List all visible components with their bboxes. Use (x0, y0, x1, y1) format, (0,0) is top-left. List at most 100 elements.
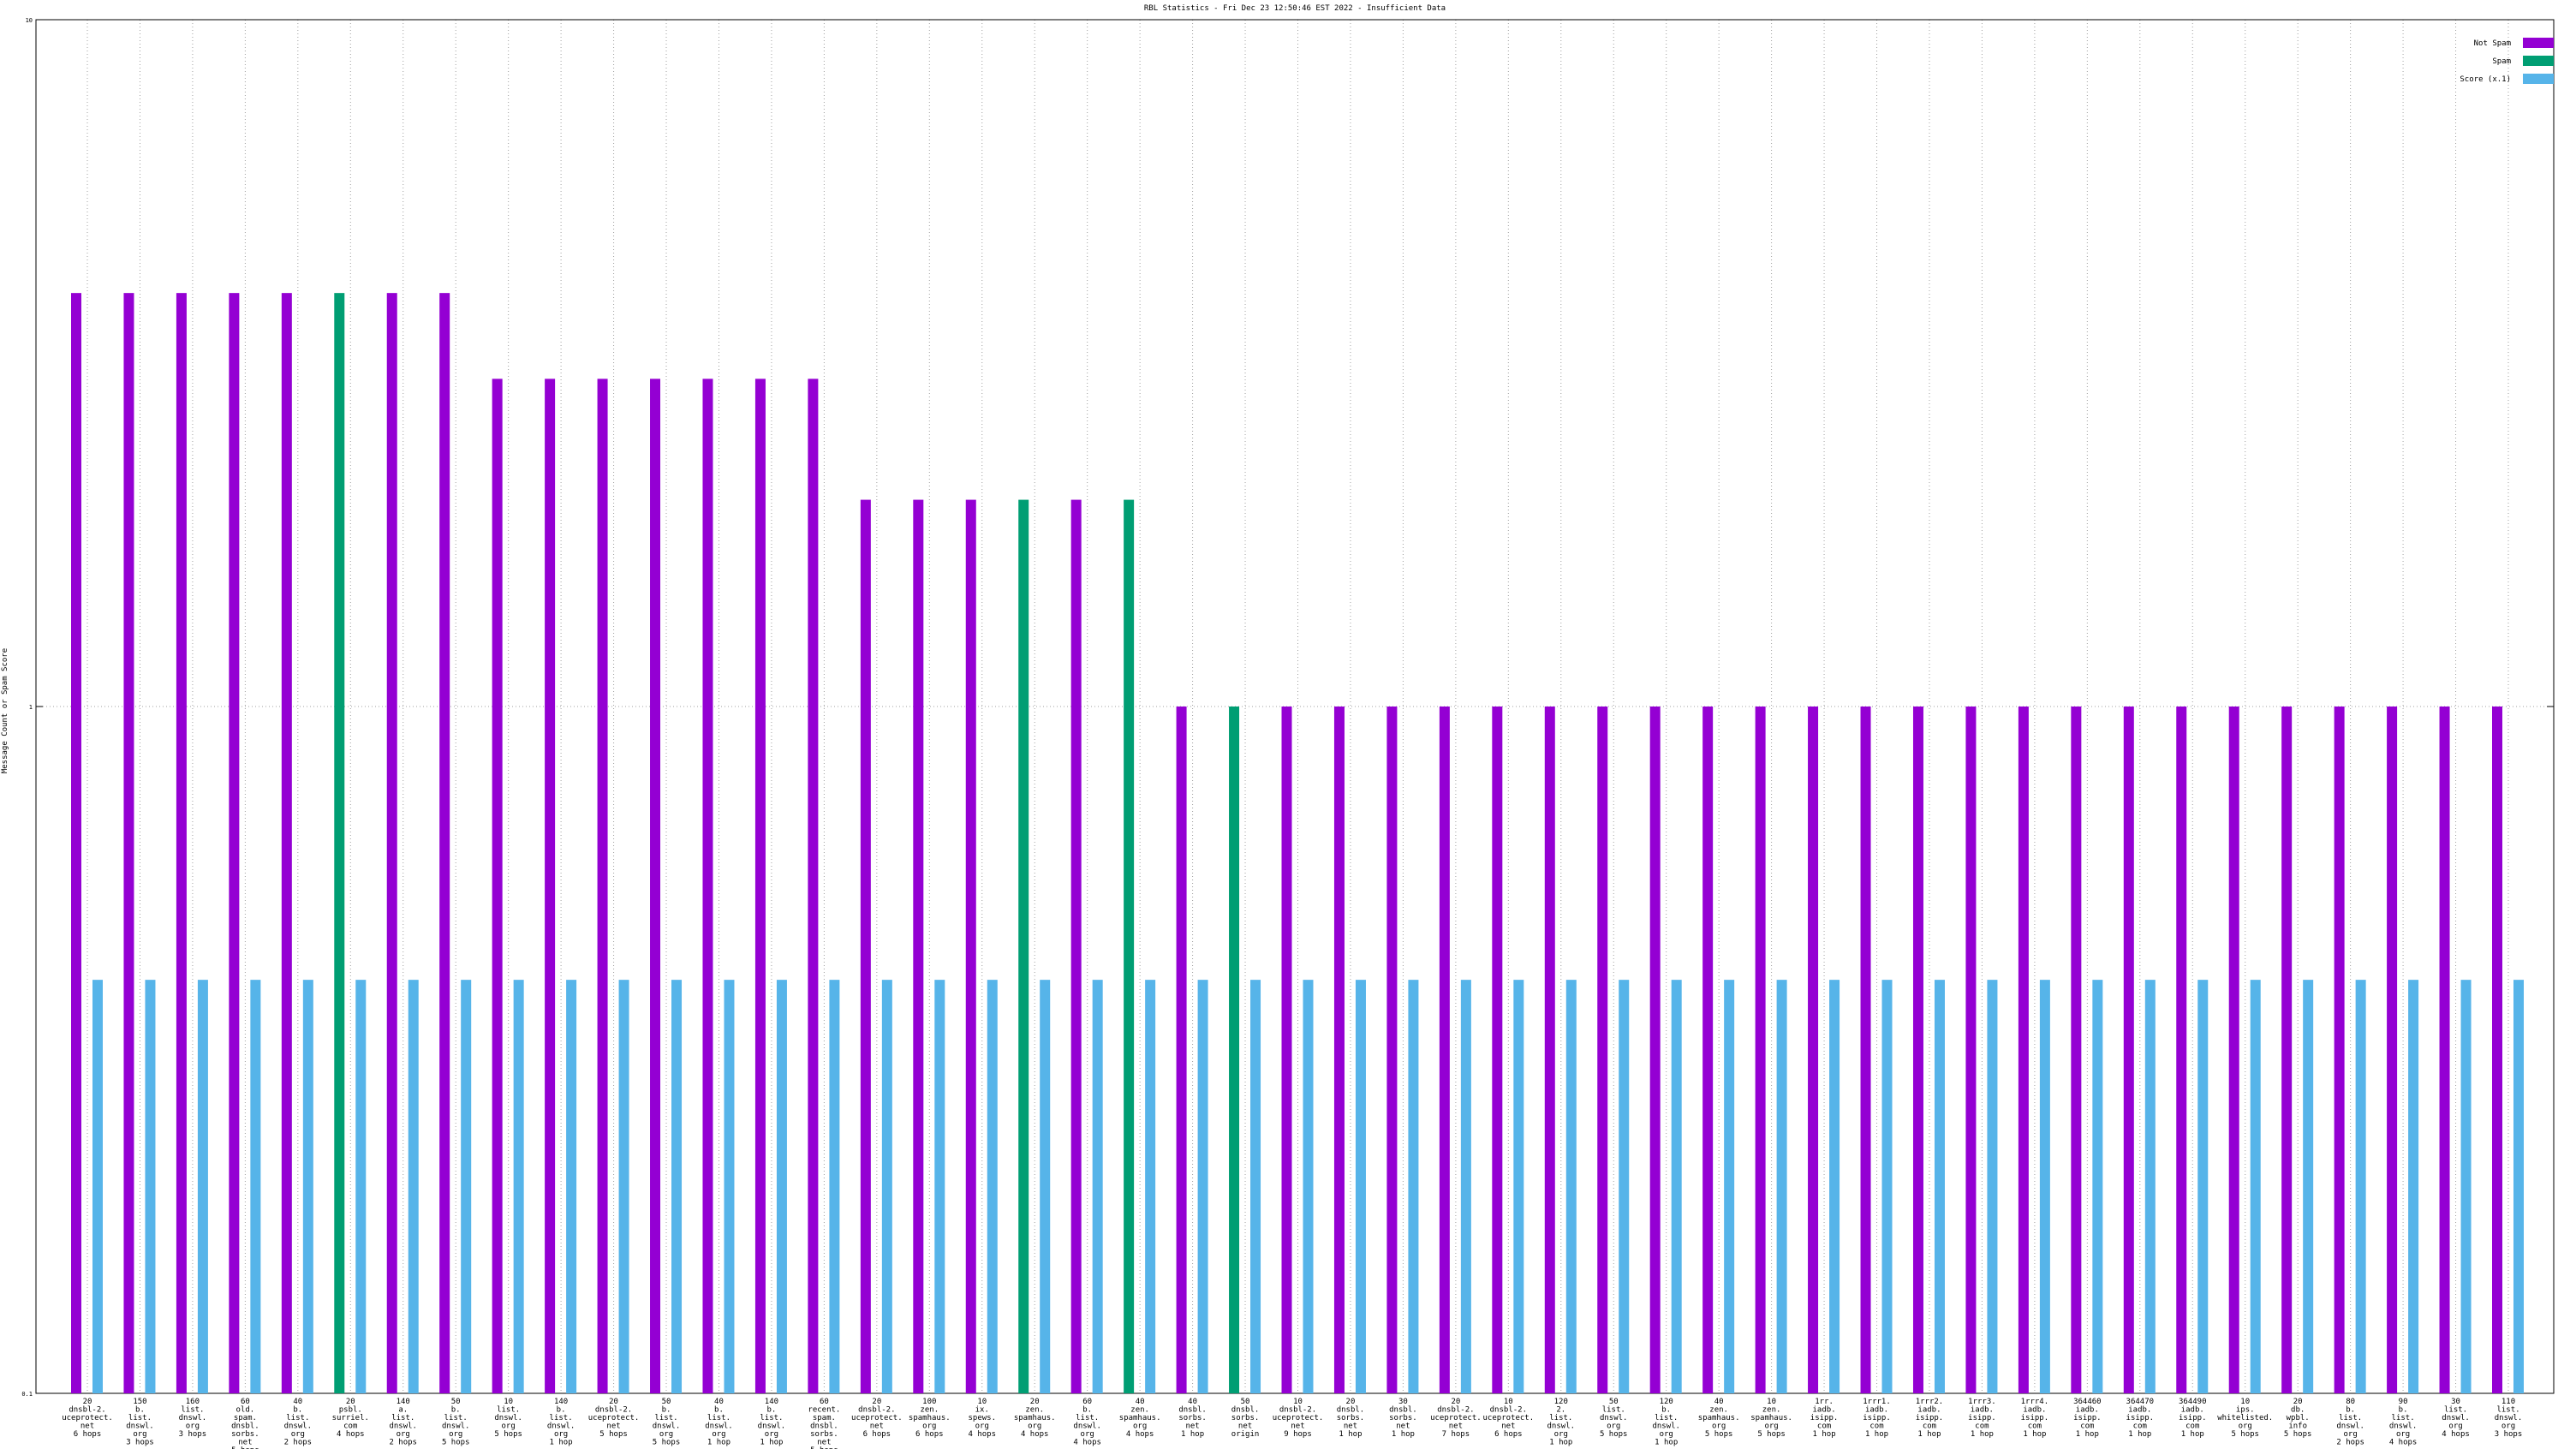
x-tick-label-line: 2 hops (284, 1439, 313, 1447)
x-tick-label-line: 80 (2346, 1398, 2355, 1406)
x-tick-label-line: 20 (346, 1398, 355, 1406)
x-tick-label-line: list. (1655, 1414, 1678, 1422)
bar (2039, 980, 2050, 1393)
x-tick-label-line: 30 (2451, 1398, 2460, 1406)
bar (1649, 707, 1661, 1393)
x-tick-label-line: 60 (1082, 1398, 1092, 1406)
bar (566, 980, 577, 1393)
x-tick-label-line: com (343, 1422, 357, 1431)
bar (1197, 980, 1208, 1393)
x-tick-label-line: 1 hop (1917, 1430, 1941, 1439)
x-tick-label: 50 b. list. dnswl. org 5 hops (653, 1398, 681, 1447)
x-tick-label: 120 b. list. dnswl. org 1 hop (1652, 1398, 1680, 1447)
x-tick-label-line: dnsbl. (1231, 1406, 1260, 1415)
y-tick-label: 1 (29, 704, 33, 711)
x-tick-label-line: org (449, 1430, 462, 1439)
bar (2250, 980, 2261, 1393)
x-tick-label-line: net (80, 1422, 94, 1431)
x-tick-label-line: 10 (2240, 1398, 2250, 1406)
x-tick-label-line: 10 (977, 1398, 987, 1406)
bar (1092, 980, 1103, 1393)
x-tick-label-line: spamhaus. (1014, 1414, 1056, 1422)
x-tick-label-line: list. (654, 1414, 677, 1422)
x-tick-label-line: dnswl. (1547, 1422, 1576, 1431)
x-tick-label-line: org (1133, 1422, 1147, 1431)
bar (1881, 980, 1893, 1393)
bar (1408, 980, 1419, 1393)
bar (2092, 980, 2103, 1393)
x-tick-label-line: net (1185, 1422, 1199, 1431)
bar (2123, 707, 2134, 1393)
x-tick-label-line: wpbl. (2287, 1414, 2310, 1422)
x-tick-label-line: iadb. (2076, 1406, 2099, 1415)
bar (176, 293, 187, 1393)
x-tick-label-line: list. (497, 1406, 520, 1415)
x-tick-label-line: 3 hops (2495, 1430, 2523, 1439)
legend-swatch (2523, 38, 2554, 48)
x-tick-label-line: list. (2392, 1414, 2415, 1422)
x-tick-label-line: org (712, 1430, 725, 1439)
x-tick-label-line: 40 (714, 1398, 724, 1406)
bar (1597, 707, 1608, 1393)
x-tick-label-line: list. (2339, 1414, 2362, 1422)
x-tick-label-line: 5 hops (2284, 1430, 2312, 1439)
bar (776, 980, 787, 1393)
x-tick-label-line: 50 (1609, 1398, 1619, 1406)
x-tick-label-line: uceprotect. (1273, 1414, 1324, 1422)
bar (197, 980, 208, 1393)
x-tick-label-line: isipp. (1863, 1414, 1891, 1422)
bar (754, 379, 766, 1393)
x-tick-label-line: 5 hops (1757, 1430, 1786, 1439)
x-tick-label-line: dnswl. (547, 1422, 575, 1431)
x-tick-label: 60 b. list. dnswl. org 4 hops (1073, 1398, 1101, 1447)
x-tick-label-line: zen. (920, 1406, 939, 1415)
bar (1250, 980, 1261, 1393)
x-tick-label-line: zen. (1130, 1406, 1149, 1415)
x-tick-label-line: dnsbl. (231, 1422, 259, 1431)
bar (1829, 980, 1840, 1393)
x-tick-label: 364490 iadb. isipp. com 1 hop (2179, 1398, 2207, 1439)
x-tick-label-line: 1 hop (707, 1439, 730, 1447)
x-tick-label-line: 5 hops (1600, 1430, 1628, 1439)
x-tick-label: 364460 iadb. isipp. com 1 hop (2073, 1398, 2102, 1439)
x-tick-label-line: dnswl. (2495, 1414, 2523, 1422)
x-tick-label-line: dnsbl-2. (69, 1406, 105, 1415)
x-tick-label-line: b. (451, 1406, 461, 1415)
x-tick-label-line: isipp. (2126, 1414, 2155, 1422)
x-tick-label-line: list. (128, 1414, 152, 1422)
x-tick-label-line: 4 hops (2442, 1430, 2470, 1439)
x-tick-label: 100 zen. spamhaus. org 6 hops (909, 1398, 951, 1439)
x-tick-label-line: dnswl. (1073, 1422, 1101, 1431)
x-tick-label-line: zen. (1025, 1406, 1044, 1415)
bar (1124, 499, 1135, 1393)
x-tick-label-line: 120 (1554, 1398, 1568, 1406)
bar (71, 293, 81, 1393)
x-tick-label-line: list. (391, 1414, 414, 1422)
x-tick-label-line: org (502, 1422, 516, 1431)
x-tick-label: 10 dnsbl-2. uceprotect. net 9 hops (1273, 1398, 1324, 1439)
bar (92, 980, 103, 1393)
bar (1176, 707, 1187, 1393)
x-tick-label-line: org (2501, 1422, 2515, 1431)
x-tick-label-line: uceprotect. (1483, 1414, 1535, 1422)
bar (597, 379, 608, 1393)
x-tick-label-line: 2 hops (2336, 1439, 2364, 1447)
bar (492, 379, 503, 1393)
x-tick-label-line: sorbs. (231, 1430, 259, 1439)
bar (1460, 980, 1471, 1393)
x-tick-label-line: sorbs. (1337, 1414, 1365, 1422)
bar (1912, 707, 1923, 1393)
x-tick-label-line: b. (662, 1406, 671, 1415)
bar (386, 293, 397, 1393)
x-tick-label-line: origin (1231, 1430, 1260, 1439)
bar (1333, 707, 1345, 1393)
bar (229, 293, 240, 1393)
x-tick-label-line: uceprotect. (588, 1414, 640, 1422)
x-tick-label-line: dnswl. (389, 1422, 417, 1431)
x-tick-label-line: list. (707, 1414, 730, 1422)
bar (1808, 707, 1819, 1393)
x-tick-label-line: 10 (1293, 1398, 1303, 1406)
x-tick-label-line: net (817, 1439, 831, 1447)
x-tick-label-line: dnsbl. (1178, 1406, 1207, 1415)
x-tick-label-line: dnsbl-2. (858, 1406, 895, 1415)
